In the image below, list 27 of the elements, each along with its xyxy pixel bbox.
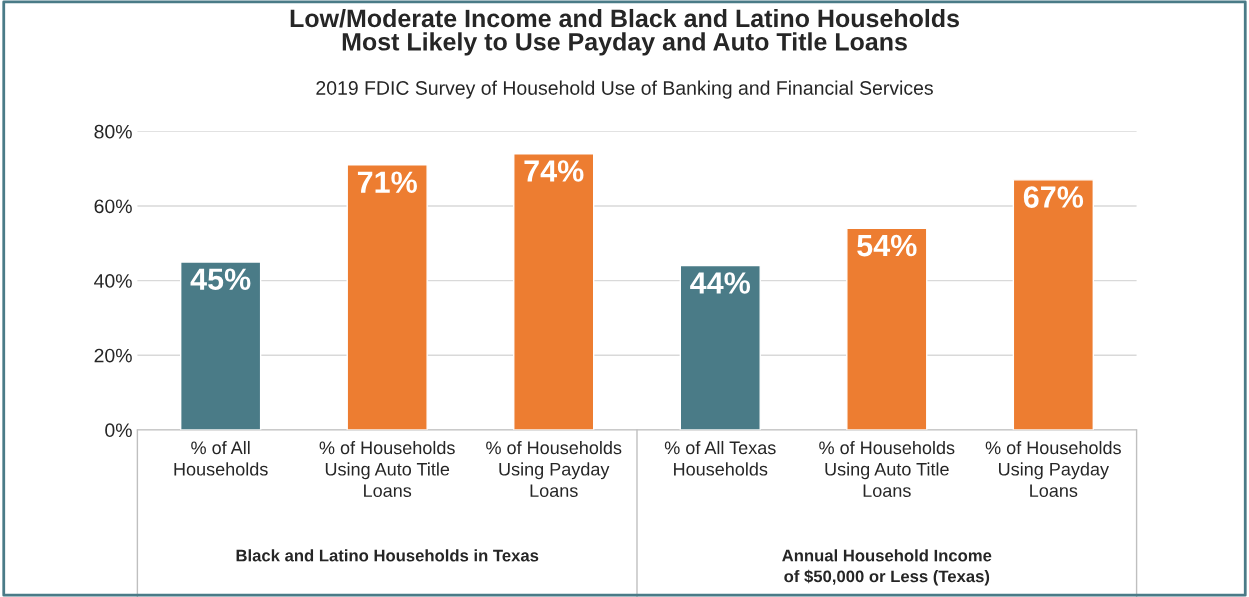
x-tick-label: % of Households Using Auto Title Loans: [819, 440, 955, 498]
text: Black and Latino Households in Texas: [236, 549, 539, 562]
x-tick-label: % of Households Using Payday Loans: [985, 440, 1121, 498]
y-tick-label: 40%: [94, 274, 132, 288]
data-label: 71%: [357, 171, 417, 193]
data-label: 67%: [1023, 186, 1084, 208]
text: Annual Household Income of $50,000 or Less (Texas): [782, 549, 992, 586]
data-label: 44%: [690, 272, 751, 294]
x-tick-label: % of Households Using Auto Title Loans: [319, 440, 455, 498]
x-tick-label: % of All Texas Households: [664, 440, 776, 476]
chart-subtitle: 2019 FDIC Survey of Household Use of Banking and Financial Services: [316, 80, 933, 99]
data-label: 45%: [190, 268, 251, 290]
data-label: 74%: [524, 160, 584, 182]
x-tick-label: % of Households Using Payday Loans: [486, 440, 622, 498]
y-tick-label: 0%: [105, 423, 132, 438]
y-tick-label: 80%: [94, 124, 132, 139]
bar: [1012, 179, 1094, 430]
bar: [179, 261, 262, 430]
bar: [346, 164, 428, 430]
data-label: 54%: [857, 234, 917, 257]
y-tick-label: 60%: [94, 199, 132, 214]
chart-title: Low/Moderate Income and Black and Latino Households Most Likely to Use Payday and Auto Title Loans: [290, 8, 959, 56]
x-tick-label: % of All Households: [174, 440, 268, 476]
y-tick-label: 20%: [94, 348, 132, 363]
bar: [513, 153, 595, 430]
bar: [846, 227, 928, 430]
bar: [679, 264, 761, 430]
